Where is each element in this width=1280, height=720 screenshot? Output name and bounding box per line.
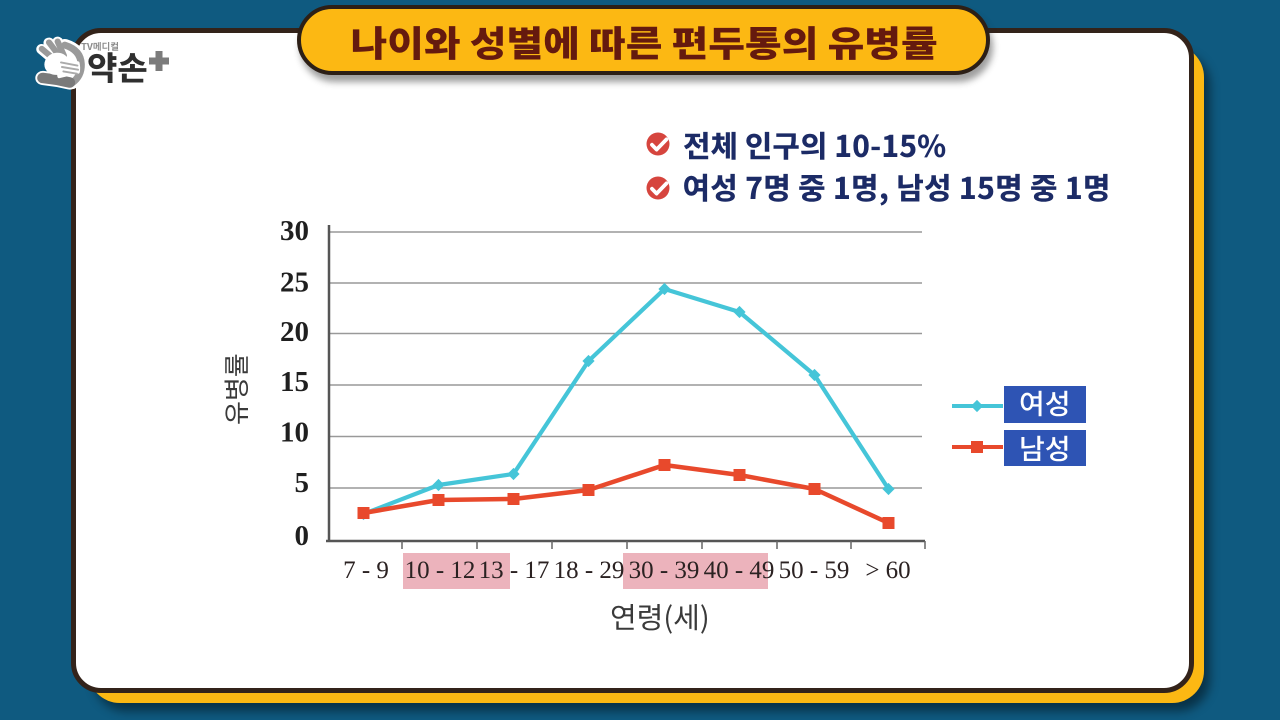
svg-text:7 - 9: 7 - 9 <box>343 557 389 584</box>
svg-text:15: 15 <box>280 366 309 398</box>
svg-text:10 - 12: 10 - 12 <box>405 557 476 584</box>
svg-text:20: 20 <box>280 316 309 348</box>
svg-text:25: 25 <box>280 267 309 299</box>
svg-text:5: 5 <box>295 467 310 499</box>
svg-text:30: 30 <box>280 215 309 247</box>
svg-text:18 - 29: 18 - 29 <box>554 557 625 584</box>
svg-text:10: 10 <box>280 417 309 449</box>
svg-text:30 - 39: 30 - 39 <box>629 557 700 584</box>
svg-text:0: 0 <box>295 520 310 552</box>
svg-text:40 - 49: 40 - 49 <box>704 557 775 584</box>
svg-text:13 - 17: 13 - 17 <box>479 557 550 584</box>
svg-text:50 - 59: 50 - 59 <box>779 557 850 584</box>
svg-text:> 60: > 60 <box>865 557 910 584</box>
